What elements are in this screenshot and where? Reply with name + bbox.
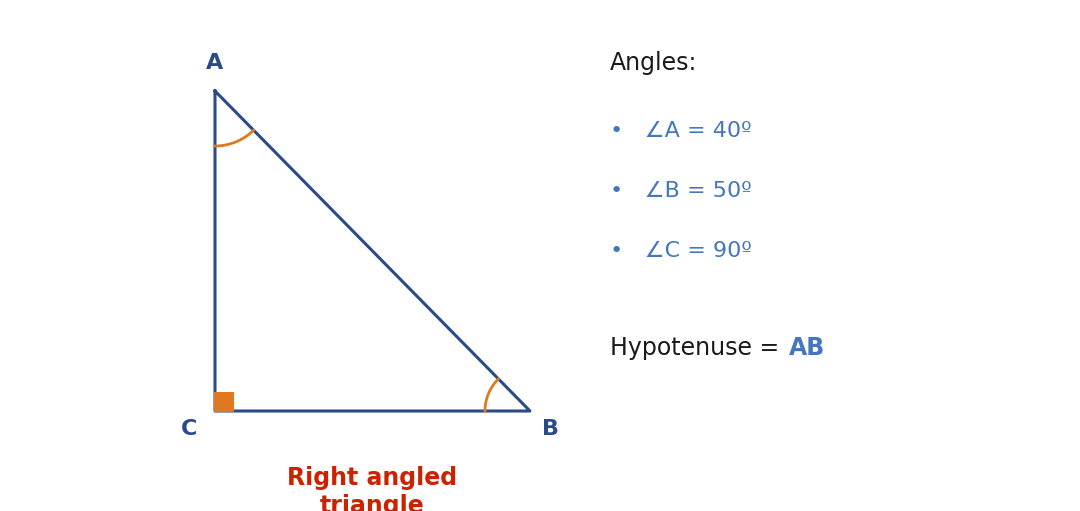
Text: Angles:: Angles:: [610, 51, 698, 75]
Text: C: C: [180, 419, 197, 439]
Text: AB: AB: [788, 336, 825, 360]
Text: A: A: [206, 53, 224, 73]
Text: •   ∠A = 40º: • ∠A = 40º: [610, 121, 752, 141]
Text: •   ∠B = 50º: • ∠B = 50º: [610, 181, 752, 201]
Text: Hypotenuse =: Hypotenuse =: [610, 336, 786, 360]
Bar: [215, 393, 233, 411]
Text: •   ∠C = 90º: • ∠C = 90º: [610, 241, 752, 261]
Text: Right angled
triangle: Right angled triangle: [287, 466, 458, 511]
Text: B: B: [542, 419, 559, 439]
